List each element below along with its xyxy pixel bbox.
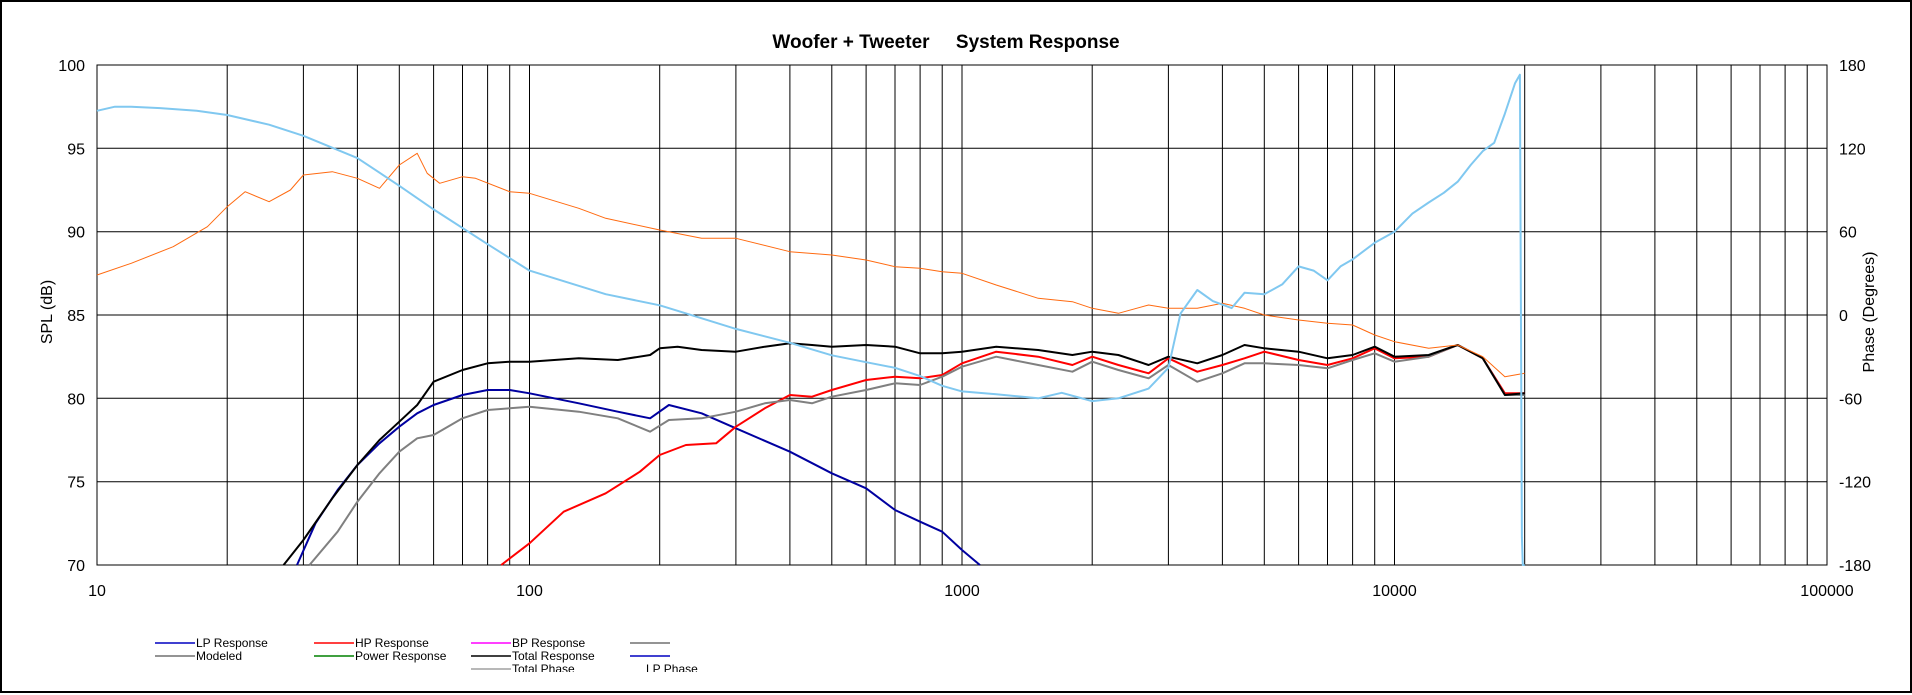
y-tick-label: 70 [67,558,85,575]
legend-label: Total Phase [512,662,575,676]
series-layer [96,73,1525,566]
series-lp-response [296,389,981,566]
y-tick-label: 90 [67,225,85,242]
legend-label: LP Response [196,636,268,650]
tick-labels: 10 100 1000 10000 100000 70 75 80 85 90 95 100 -180 -… [58,58,1871,600]
x-tick-label: 100 [516,583,543,600]
y-tick-label: 75 [67,475,85,492]
y2-tick-label: 120 [1839,141,1866,158]
y2-tick-label: 60 [1839,225,1857,242]
y2-tick-label: -60 [1839,391,1862,408]
y2-axis-label: Phase (Degrees) [1861,252,1878,373]
y-tick-label: 95 [67,141,85,158]
legend-label: Modeled [196,649,242,663]
legend-label: BP Response [512,636,585,650]
y2-tick-label: 180 [1839,58,1866,75]
series-total-phase [96,73,1525,566]
legend-label: Total Response [512,649,595,663]
x-tick-label: 10 [88,583,106,600]
series-total-response [282,342,1525,566]
series-power-response [96,152,1525,378]
x-tick-label: 10000 [1372,583,1417,600]
y2-tick-label: -120 [1839,475,1871,492]
y2-tick-label: -180 [1839,558,1871,575]
y-axis-label: SPL (dB) [39,280,56,344]
y-tick-label: 80 [67,391,85,408]
y-tick-label: 85 [67,308,85,325]
plot-area-border [96,64,1828,566]
chart-title: Woofer + Tweeter System Response [772,32,1119,53]
legend-label: Power Response [355,649,447,663]
legend-label: LP Phase [646,662,698,676]
x-tick-label: 1000 [944,583,980,600]
grid [96,64,1828,566]
x-tick-label: 100000 [1800,583,1853,600]
y-tick-label: 100 [58,58,85,75]
y2-tick-label: 0 [1839,308,1848,325]
series-hp-response [500,344,1525,566]
legend-label: HP Response [355,636,429,650]
series-modeled [308,344,1525,566]
